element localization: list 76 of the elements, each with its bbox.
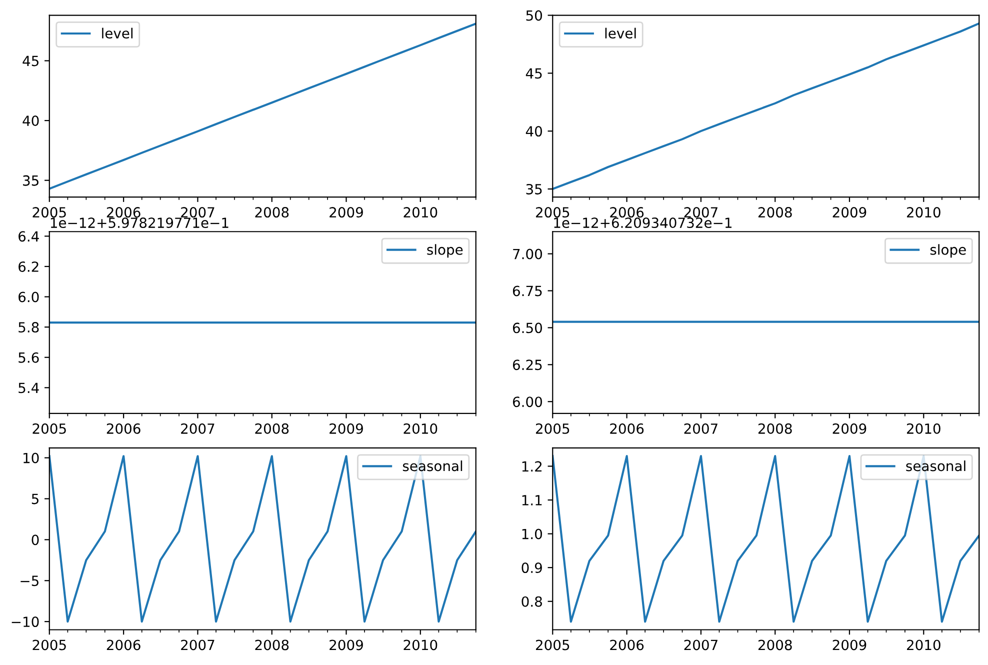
y-tick-label: 40 [22, 116, 39, 126]
x-tick-label: 2007 [684, 640, 718, 650]
y-tick-label: 6.4 [18, 231, 39, 242]
x-tick-label: 2006 [610, 423, 644, 434]
x-tick-label: 2005 [32, 640, 66, 650]
y-tick-label: 6.25 [512, 360, 542, 370]
x-tick-label: 2010 [906, 207, 940, 218]
line-series [552, 455, 980, 623]
y-tick-label: 7.00 [513, 248, 542, 260]
x-tick-label: 2005 [32, 423, 66, 434]
x-tick-label: 2008 [758, 207, 792, 218]
line-series [49, 22, 476, 190]
x-tick-label: 2007 [181, 207, 214, 218]
x-tick-label: 2009 [832, 207, 866, 218]
y-tick-label: 1.1 [522, 495, 542, 506]
y-tick-label: 6.00 [512, 396, 542, 408]
x-tick-label: 2007 [684, 423, 718, 434]
x-tick-label: 2008 [255, 640, 289, 650]
x-tick-label: 2005 [536, 640, 570, 650]
x-tick-label: 2007 [684, 207, 718, 218]
y-tick-label: 6.0 [18, 292, 39, 302]
x-tick-label: 2007 [181, 423, 214, 434]
y-tick-label: −10 [12, 616, 39, 628]
y-tick-label: 6.2 [18, 261, 38, 272]
y-tick-label: 45 [22, 56, 38, 66]
y-tick-label: 5.4 [18, 382, 39, 394]
text: 1e−12+5.978219771e−1 [50, 218, 228, 228]
y-tick-label: 40 [526, 126, 542, 137]
line-series [552, 22, 980, 190]
y-tick-label: 0 [32, 534, 39, 546]
x-tick-label: 2009 [330, 207, 363, 218]
y-tick-label: 10 [24, 452, 39, 464]
x-tick-label: 2008 [255, 207, 289, 218]
x-tick-label: 2005 [536, 207, 570, 218]
legend-label: slope [930, 244, 966, 258]
legend-label: seasonal [402, 460, 462, 472]
y-tick-label: 35 [526, 184, 542, 194]
x-tick-label: 2010 [404, 640, 438, 650]
x-tick-label: 2009 [832, 423, 866, 434]
legend-label: level [605, 28, 636, 39]
y-tick-label: 1.0 [522, 528, 542, 540]
y-tick-label: 5 [32, 494, 38, 504]
x-tick-label: 2009 [832, 640, 866, 650]
x-tick-label: 2008 [255, 423, 289, 434]
legend-label: slope [427, 244, 463, 258]
y-tick-label: 5.8 [18, 322, 39, 333]
y-tick-label: 50 [526, 10, 542, 21]
y-tick-label: 6.50 [512, 322, 542, 334]
legend-label: level [102, 28, 133, 39]
x-tick-label: 2010 [404, 207, 438, 218]
y-tick-label: 45 [526, 68, 542, 79]
x-tick-label: 2006 [610, 207, 644, 218]
x-tick-label: 2008 [758, 640, 792, 650]
legend-label: seasonal [906, 460, 966, 472]
y-tick-label: −5 [20, 576, 38, 586]
x-tick-label: 2007 [181, 640, 214, 650]
x-tick-label: 2006 [106, 640, 140, 650]
y-tick-label: 35 [23, 175, 38, 186]
x-tick-label: 2006 [106, 423, 140, 434]
x-tick-label: 2006 [610, 640, 644, 650]
y-tick-label: 5.6 [18, 352, 39, 363]
x-tick-label: 2008 [758, 423, 792, 434]
text: 1e−12+6.209340732e−1 [554, 218, 732, 228]
x-tick-label: 2010 [906, 423, 940, 434]
x-tick-label: 2010 [404, 423, 438, 434]
x-tick-label: 2005 [32, 207, 66, 218]
x-tick-label: 2006 [106, 207, 140, 218]
x-tick-label: 2009 [330, 423, 363, 434]
line-series [49, 455, 476, 623]
y-tick-label: 6.75 [512, 286, 542, 296]
x-tick-label: 2005 [536, 423, 570, 434]
y-tick-label: 0.9 [522, 562, 542, 574]
x-tick-label: 2010 [906, 640, 940, 650]
y-tick-label: 1.2 [522, 461, 542, 472]
y-tick-label: 0.8 [522, 596, 542, 607]
x-tick-label: 2009 [330, 640, 363, 650]
